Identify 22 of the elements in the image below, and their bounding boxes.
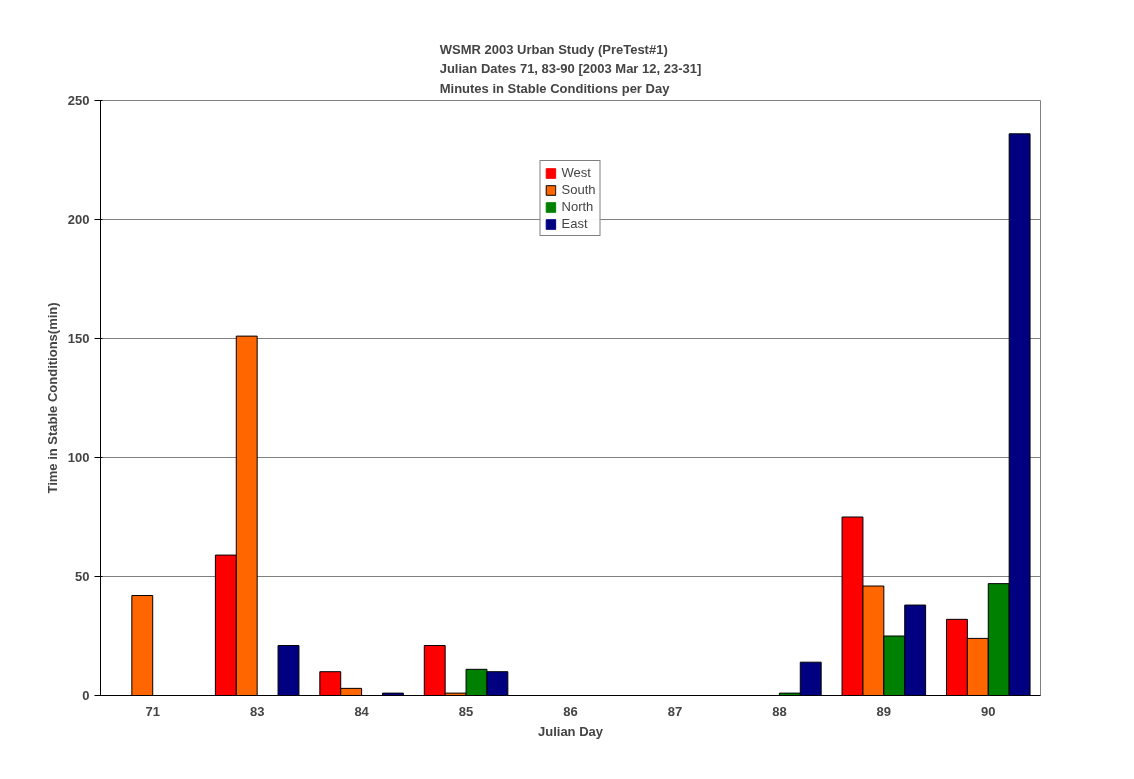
y-axis-title: Time in Stable Conditions(min) bbox=[44, 302, 60, 494]
x-tick-label: 87 bbox=[667, 703, 683, 719]
x-tick-label: 84 bbox=[354, 703, 370, 719]
x-tick-label: 89 bbox=[876, 703, 892, 719]
chart-title: WSMR 2003 Urban Study (PreTest#1) Julian Dates 71, 83-90 [2003 Mar 12, 23-31] Minutes in Stable Conditions per Day bbox=[439, 41, 702, 96]
x-tick-label: 90 bbox=[981, 703, 996, 719]
y-tick-label: 50 bbox=[75, 569, 90, 584]
x-tick-label: 85 bbox=[458, 703, 474, 719]
x-tick-label: 86 bbox=[563, 703, 578, 719]
y-tick-label: 250 bbox=[67, 93, 90, 108]
y-tick-label: 150 bbox=[67, 331, 90, 346]
legend-label: South bbox=[561, 182, 596, 197]
x-tick-label: 83 bbox=[249, 703, 265, 719]
x-axis-title: Julian Day bbox=[537, 723, 604, 739]
y-tick-label: 100 bbox=[67, 450, 90, 465]
legend-label: North bbox=[561, 199, 594, 214]
y-tick-label: 0 bbox=[82, 688, 90, 703]
y-tick-label: 200 bbox=[67, 212, 90, 227]
legend-label: West bbox=[561, 165, 591, 180]
legend-label: East bbox=[561, 216, 588, 231]
x-tick-label: 71 bbox=[145, 703, 160, 719]
x-tick-label: 88 bbox=[772, 703, 787, 719]
